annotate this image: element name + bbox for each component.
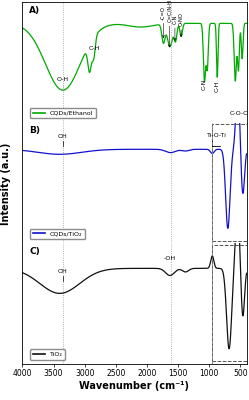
Text: O-H: O-H	[57, 77, 69, 82]
Legend: TiO₂: TiO₂	[30, 349, 65, 360]
Text: OH: OH	[58, 134, 68, 139]
Bar	[212, 245, 247, 361]
Text: Intensity (a.u.): Intensity (a.u.)	[1, 143, 11, 225]
Text: -OH: -OH	[163, 256, 175, 261]
Text: C-O-C: C-O-C	[229, 111, 248, 116]
Text: C): C)	[29, 247, 40, 256]
Text: Ti-O-Ti: Ti-O-Ti	[207, 133, 227, 138]
Text: O-NO: O-NO	[179, 12, 184, 26]
Text: -C=O: -C=O	[161, 6, 166, 20]
Text: C-N: C-N	[202, 79, 207, 90]
Text: C-H: C-H	[215, 81, 220, 92]
Legend: CQDs/TiO₂: CQDs/TiO₂	[30, 229, 85, 239]
Text: A): A)	[29, 6, 40, 15]
Legend: CQDs/Ethanol: CQDs/Ethanol	[30, 108, 96, 118]
Text: OH: OH	[58, 269, 68, 274]
X-axis label: Wavenumber (cm⁻¹): Wavenumber (cm⁻¹)	[79, 381, 189, 391]
Bar	[212, 124, 247, 241]
Text: C-H: C-H	[88, 46, 100, 51]
Text: C=C/N-H: C=C/N-H	[167, 0, 172, 22]
Text: B): B)	[29, 126, 40, 135]
Text: C-N: C-N	[172, 15, 178, 24]
